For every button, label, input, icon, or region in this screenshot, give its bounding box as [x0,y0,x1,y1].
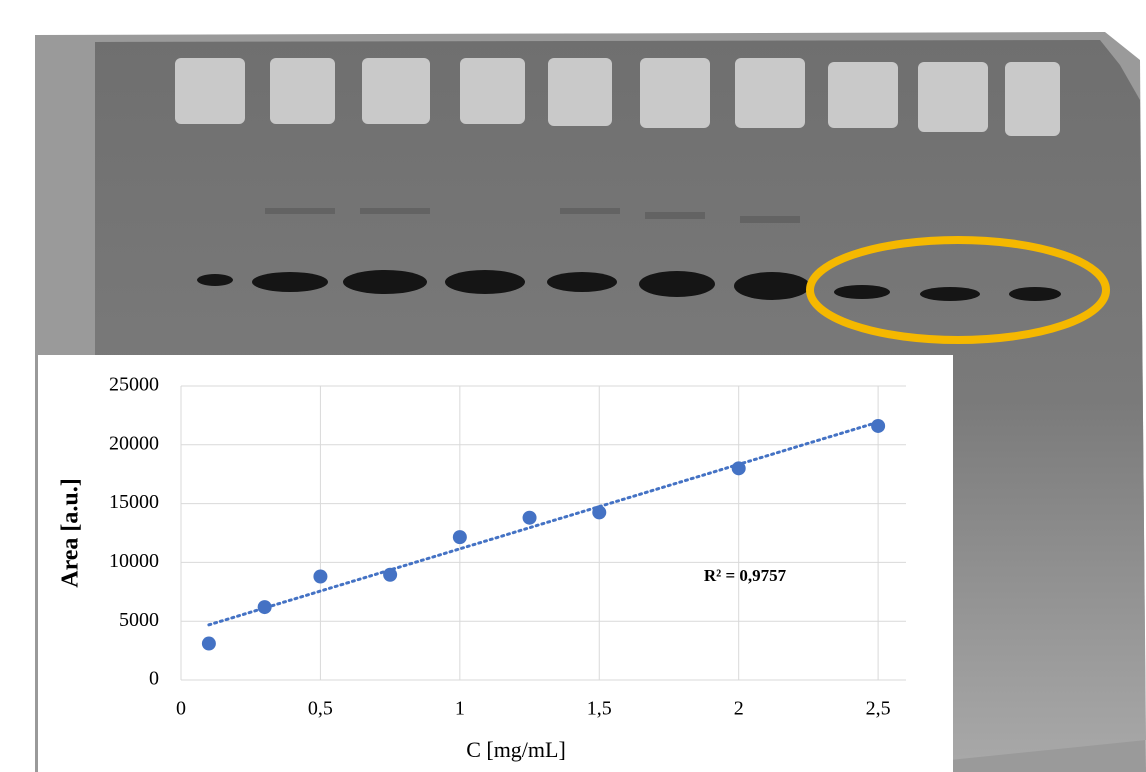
data-point [522,510,537,525]
data-point [201,636,216,651]
data-point [592,505,607,520]
y-tick-label: 0 [149,668,159,690]
y-tick-label: 15000 [109,491,159,513]
y-axis-label: Area [a.u.] [58,478,84,588]
data-point [731,461,746,476]
data-point [257,600,272,615]
data-point [383,567,398,582]
y-tick-label: 5000 [119,609,159,631]
y-tick-label: 20000 [109,432,159,454]
x-tick-label: 0,5 [308,698,333,720]
trendline [207,420,880,627]
data-point [871,418,886,433]
data-point [313,569,328,584]
x-tick-label: 2,5 [866,698,891,720]
r-squared: R² = 0,9757 [704,566,787,585]
y-tick-label: 10000 [109,550,159,572]
x-axis-label: C [mg/mL] [466,737,566,762]
y-tick-label: 25000 [109,374,159,396]
x-tick-label: 1 [455,698,465,720]
x-tick-label: 0 [176,698,186,720]
x-tick-label: 2 [734,698,744,720]
x-tick-label: 1,5 [587,698,612,720]
data-point [452,530,467,545]
